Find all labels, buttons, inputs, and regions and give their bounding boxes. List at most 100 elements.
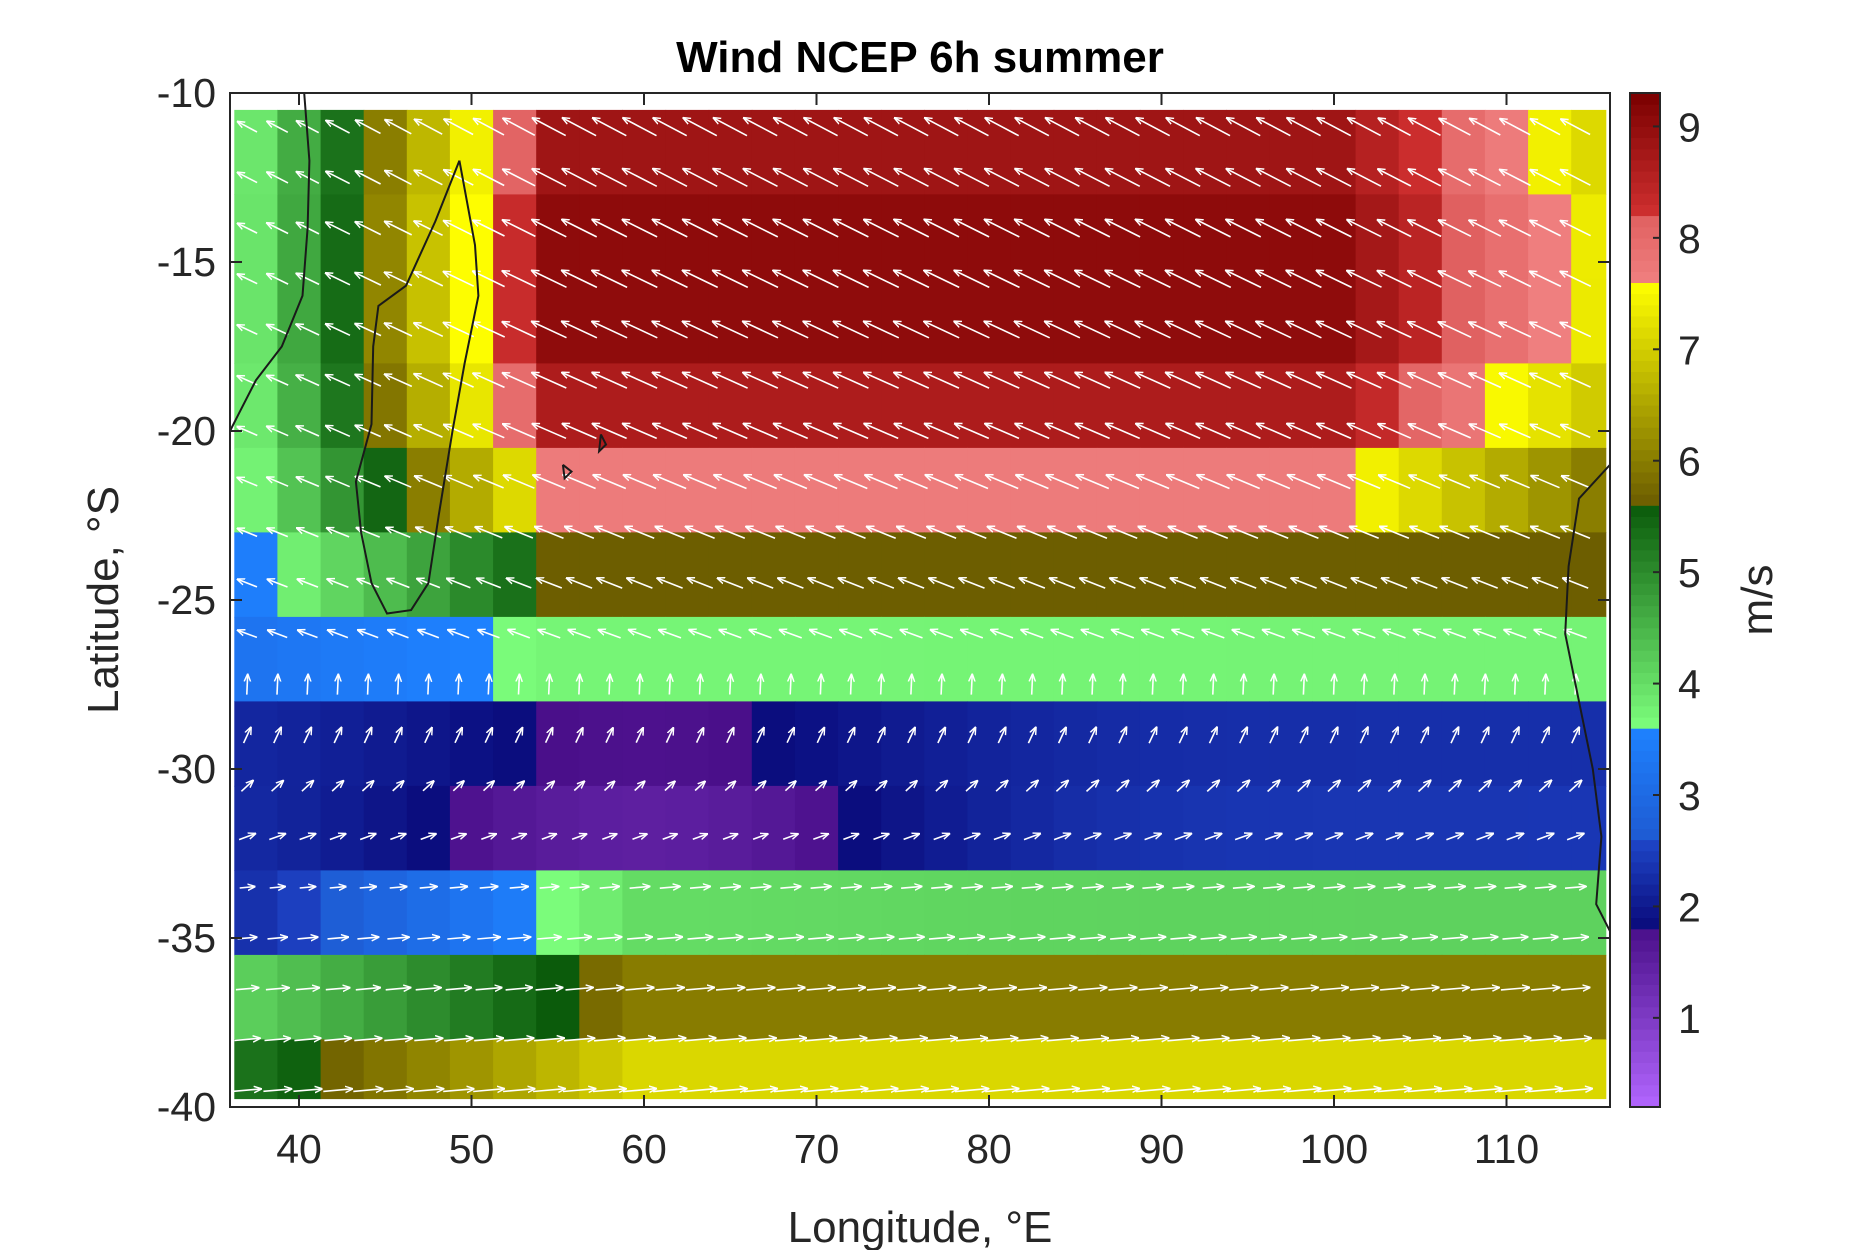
wind-vector bbox=[389, 887, 407, 888]
colorbar-label: m/s bbox=[1733, 565, 1782, 636]
colorbar-segment bbox=[1630, 171, 1660, 183]
wind-vector bbox=[774, 1038, 806, 1041]
wind-vector bbox=[328, 630, 349, 639]
wind-vector bbox=[1439, 1038, 1470, 1041]
wind-vector bbox=[805, 475, 838, 490]
heatmap-cell bbox=[622, 532, 667, 618]
heatmap-cell bbox=[579, 616, 623, 702]
wind-vector bbox=[654, 475, 687, 490]
wind-vector bbox=[592, 321, 628, 339]
colorbar-tick-label: 4 bbox=[1678, 662, 1701, 708]
wind-vector bbox=[385, 476, 412, 488]
wind-vector bbox=[513, 781, 524, 792]
wind-vector bbox=[1287, 169, 1322, 188]
heatmap-cell bbox=[622, 278, 667, 364]
wind-vector bbox=[961, 886, 982, 888]
wind-vector bbox=[864, 1089, 898, 1092]
wind-vector bbox=[1108, 988, 1137, 990]
wind-vector bbox=[750, 886, 770, 888]
wind-vector bbox=[623, 169, 658, 188]
wind-vector bbox=[1146, 780, 1159, 792]
wind-vector bbox=[1226, 220, 1262, 238]
wind-vector bbox=[813, 834, 828, 841]
wind-vector bbox=[1439, 373, 1472, 389]
wind-vector bbox=[653, 424, 688, 440]
heatmap-cell bbox=[1441, 363, 1486, 449]
wind-vector bbox=[414, 374, 444, 388]
wind-vector bbox=[503, 118, 536, 137]
heatmap-cell bbox=[320, 278, 365, 364]
wind-vector bbox=[1377, 271, 1412, 288]
heatmap-cell bbox=[449, 954, 494, 1040]
wind-vector bbox=[803, 220, 839, 238]
wind-vector bbox=[444, 1038, 473, 1041]
wind-vector bbox=[1469, 169, 1501, 187]
colorbar-segment bbox=[1630, 761, 1660, 774]
heatmap-cell bbox=[1010, 785, 1055, 871]
heatmap-cell bbox=[794, 194, 839, 280]
wind-vector bbox=[242, 727, 251, 744]
heatmap-cell bbox=[1528, 278, 1572, 364]
wind-vector bbox=[717, 937, 743, 939]
heatmap-cell bbox=[1226, 785, 1270, 871]
heatmap-cell bbox=[449, 109, 494, 195]
wind-vector bbox=[1081, 630, 1104, 639]
wind-vector bbox=[1085, 780, 1099, 792]
wind-vector bbox=[778, 578, 804, 589]
wind-vector bbox=[927, 988, 956, 990]
wind-vector bbox=[927, 527, 957, 540]
wind-vector bbox=[692, 834, 708, 839]
wind-vector bbox=[1439, 119, 1471, 136]
colorbar-segment bbox=[1630, 516, 1660, 529]
wind-vector bbox=[1347, 373, 1382, 389]
wind-vector bbox=[868, 937, 894, 939]
wind-vector bbox=[1347, 169, 1382, 187]
heatmap-cell bbox=[1139, 785, 1184, 871]
colorbar-segment bbox=[1630, 817, 1660, 829]
wind-vector bbox=[390, 834, 406, 841]
wind-vector bbox=[385, 988, 411, 990]
heatmap-cell bbox=[1226, 954, 1270, 1040]
wind-vector bbox=[385, 120, 412, 135]
heatmap-cell bbox=[1226, 109, 1270, 195]
wind-vector bbox=[1263, 630, 1285, 639]
wind-vector bbox=[1257, 118, 1291, 137]
wind-vector bbox=[1347, 271, 1382, 288]
wind-vector bbox=[1510, 727, 1519, 744]
wind-vector bbox=[1351, 578, 1378, 589]
wind-vector bbox=[1353, 630, 1376, 639]
wind-vector bbox=[238, 630, 258, 639]
wind-vector bbox=[1351, 937, 1377, 939]
wind-vector bbox=[1183, 674, 1184, 695]
wind-vector bbox=[1560, 272, 1592, 288]
heatmap-cell bbox=[708, 785, 753, 871]
colorbar-segment bbox=[1630, 249, 1660, 261]
wind-vector bbox=[1148, 727, 1157, 744]
colorbar-segment bbox=[1630, 984, 1660, 997]
heatmap-cell bbox=[708, 532, 753, 618]
wind-vector bbox=[1378, 424, 1412, 439]
wind-vector bbox=[424, 728, 432, 744]
colorbar-segment bbox=[1630, 159, 1660, 172]
colorbar-segment bbox=[1630, 906, 1660, 919]
wind-vector bbox=[867, 527, 897, 540]
heatmap-cell bbox=[493, 616, 537, 702]
wind-vector bbox=[387, 579, 410, 589]
wind-vector bbox=[1257, 1038, 1289, 1041]
wind-vector bbox=[1259, 988, 1288, 990]
wind-vector bbox=[985, 1089, 1019, 1092]
heatmap-cell bbox=[708, 870, 753, 956]
y-tick-label: -20 bbox=[157, 408, 216, 454]
wind-vector bbox=[1172, 886, 1194, 888]
wind-vector bbox=[234, 1038, 261, 1040]
wind-vector bbox=[864, 220, 899, 238]
wind-vector bbox=[868, 578, 895, 589]
heatmap-cell bbox=[665, 785, 710, 871]
wind-vector bbox=[989, 937, 1014, 939]
wind-vector bbox=[1136, 373, 1171, 389]
colorbar-tick-label: 7 bbox=[1678, 327, 1701, 373]
wind-vector bbox=[840, 886, 861, 888]
wind-vector bbox=[592, 424, 627, 440]
wind-vector bbox=[1261, 578, 1287, 589]
wind-vector bbox=[568, 630, 591, 639]
